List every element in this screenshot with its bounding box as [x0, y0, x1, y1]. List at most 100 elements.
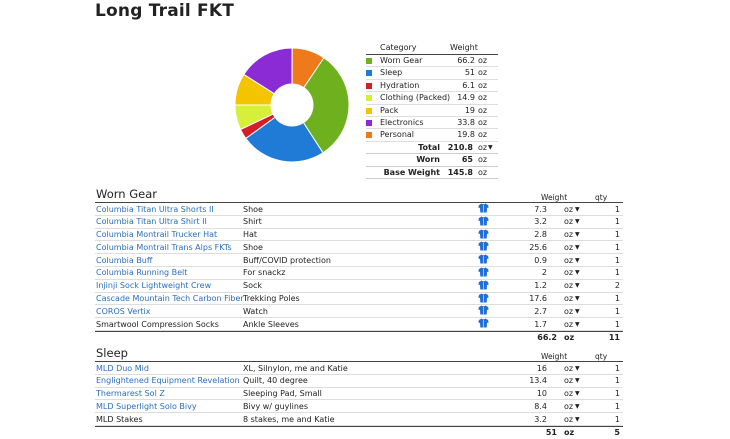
item-description: Shirt: [243, 217, 262, 227]
worn-shirt-icon[interactable]: [478, 241, 489, 253]
donut-slice-personal[interactable]: [291, 48, 325, 89]
item-unit[interactable]: oz: [564, 242, 574, 252]
worn-shirt-icon[interactable]: [478, 305, 489, 317]
item-name-link[interactable]: Columbia Running Belt: [96, 268, 188, 278]
worn-shirt-icon[interactable]: [478, 280, 489, 292]
worn-shirt-icon[interactable]: [478, 318, 489, 330]
worn-shirt-icon[interactable]: [478, 229, 489, 241]
item-weight[interactable]: 16: [536, 363, 547, 373]
item-weight[interactable]: 0.9: [534, 255, 547, 265]
item-name-link[interactable]: Columbia Montrail Trucker Hat: [96, 230, 218, 240]
unit-dropdown-caret-icon[interactable]: ▼: [575, 205, 580, 213]
item-qty[interactable]: 1: [614, 414, 620, 424]
summary-unit: oz: [478, 93, 488, 103]
item-name-link[interactable]: Columbia Montrail Trans Alps FKTs: [96, 242, 232, 252]
item-unit[interactable]: oz: [564, 294, 574, 304]
unit-dropdown-caret-icon[interactable]: ▼: [575, 282, 580, 290]
unit-dropdown-caret-icon[interactable]: ▼: [575, 218, 580, 226]
item-qty[interactable]: 1: [614, 268, 620, 278]
item-name-link[interactable]: Thermarest Sol Z: [96, 389, 165, 399]
item-name-link[interactable]: Columbia Titan Ultra Shirt II: [96, 217, 207, 227]
item-qty[interactable]: 1: [614, 376, 620, 386]
item-qty[interactable]: 1: [614, 242, 620, 252]
worn-shirt-icon[interactable]: [478, 293, 489, 305]
item-weight[interactable]: 25.6: [529, 242, 547, 252]
item-name-link[interactable]: Englightened Equipment Revelation: [96, 376, 240, 386]
item-name-link[interactable]: Cascade Mountain Tech Carbon Fiber: [96, 294, 244, 304]
unit-dropdown-caret-icon[interactable]: ▼: [575, 377, 580, 385]
unit-dropdown-caret-icon[interactable]: ▼: [575, 295, 580, 303]
donut-slice-worn-gear[interactable]: [302, 57, 349, 154]
item-name-link[interactable]: Columbia Buff: [96, 255, 153, 265]
item-unit[interactable]: oz: [564, 217, 574, 227]
item-weight[interactable]: 7.3: [534, 204, 547, 214]
category-name[interactable]: Sleep: [96, 346, 128, 360]
summary-weight-value: 19: [464, 105, 475, 115]
donut-slice-sleep[interactable]: [245, 116, 324, 162]
unit-dropdown-caret-icon[interactable]: ▼: [575, 243, 580, 251]
unit-dropdown-caret-icon[interactable]: ▼: [575, 231, 580, 239]
item-unit[interactable]: oz: [564, 230, 574, 240]
item-weight[interactable]: 2: [541, 268, 547, 278]
item-qty[interactable]: 1: [614, 389, 620, 399]
unit-dropdown-caret-icon[interactable]: ▼: [575, 307, 580, 315]
item-name-link[interactable]: COROS Vertix: [96, 306, 151, 316]
item-qty[interactable]: 1: [614, 204, 620, 214]
item-weight[interactable]: 8.4: [534, 401, 547, 411]
item-unit[interactable]: oz: [564, 255, 574, 265]
item-qty[interactable]: 1: [614, 217, 620, 227]
worn-shirt-icon[interactable]: [478, 254, 489, 266]
category-color-swatch: [366, 95, 372, 102]
qty-column-header: qty: [595, 193, 608, 202]
summary-total-unit[interactable]: oz: [478, 167, 488, 177]
unit-dropdown-caret-icon[interactable]: ▼: [575, 320, 580, 328]
item-name-link[interactable]: Injinji Sock Lightweight Crew: [96, 281, 212, 291]
unit-dropdown-caret-icon[interactable]: ▼: [575, 364, 580, 372]
item-qty[interactable]: 2: [614, 281, 620, 291]
item-unit[interactable]: oz: [564, 363, 574, 373]
category-name[interactable]: Worn Gear: [96, 187, 157, 201]
unit-dropdown-caret-icon[interactable]: ▼: [575, 390, 580, 398]
item-unit[interactable]: oz: [564, 414, 574, 424]
item-unit[interactable]: oz: [564, 389, 574, 399]
unit-dropdown-caret-icon[interactable]: ▼: [488, 143, 493, 151]
summary-weight-value: 19.8: [457, 130, 475, 140]
item-unit[interactable]: oz: [564, 268, 574, 278]
item-qty[interactable]: 1: [614, 306, 620, 316]
item-unit[interactable]: oz: [564, 281, 574, 291]
unit-dropdown-caret-icon[interactable]: ▼: [575, 402, 580, 410]
summary-total-value: 65: [461, 155, 473, 165]
item-unit[interactable]: oz: [564, 204, 574, 214]
worn-shirt-icon[interactable]: [478, 203, 489, 215]
item-weight[interactable]: 2.8: [534, 230, 547, 240]
item-weight[interactable]: 13.4: [529, 376, 547, 386]
unit-dropdown-caret-icon[interactable]: ▼: [575, 256, 580, 264]
item-weight[interactable]: 2.7: [534, 306, 547, 316]
worn-shirt-icon[interactable]: [478, 216, 489, 228]
item-name-link[interactable]: MLD Duo Mid: [96, 363, 149, 373]
worn-shirt-icon[interactable]: [478, 267, 489, 279]
unit-dropdown-caret-icon[interactable]: ▼: [575, 269, 580, 277]
item-unit[interactable]: oz: [564, 376, 574, 386]
item-qty[interactable]: 1: [614, 319, 620, 329]
item-weight[interactable]: 1.7: [534, 319, 547, 329]
item-qty[interactable]: 1: [614, 363, 620, 373]
item-qty[interactable]: 1: [614, 255, 620, 265]
item-qty[interactable]: 1: [614, 401, 620, 411]
item-description: Sock: [243, 281, 263, 291]
unit-dropdown-caret-icon[interactable]: ▼: [575, 415, 580, 423]
item-weight[interactable]: 17.6: [529, 294, 547, 304]
item-name-link[interactable]: MLD Superlight Solo Bivy: [96, 401, 197, 411]
item-weight[interactable]: 1.2: [534, 281, 547, 291]
item-qty[interactable]: 1: [614, 230, 620, 240]
item-unit[interactable]: oz: [564, 319, 574, 329]
summary-total-unit[interactable]: oz: [478, 142, 488, 152]
summary-total-unit[interactable]: oz: [478, 155, 488, 165]
item-weight[interactable]: 10: [536, 389, 547, 399]
item-weight[interactable]: 3.2: [534, 414, 547, 424]
item-qty[interactable]: 1: [614, 294, 620, 304]
item-unit[interactable]: oz: [564, 306, 574, 316]
item-unit[interactable]: oz: [564, 401, 574, 411]
item-weight[interactable]: 3.2: [534, 217, 547, 227]
item-name-link[interactable]: Columbia Titan Ultra Shorts II: [96, 204, 214, 214]
